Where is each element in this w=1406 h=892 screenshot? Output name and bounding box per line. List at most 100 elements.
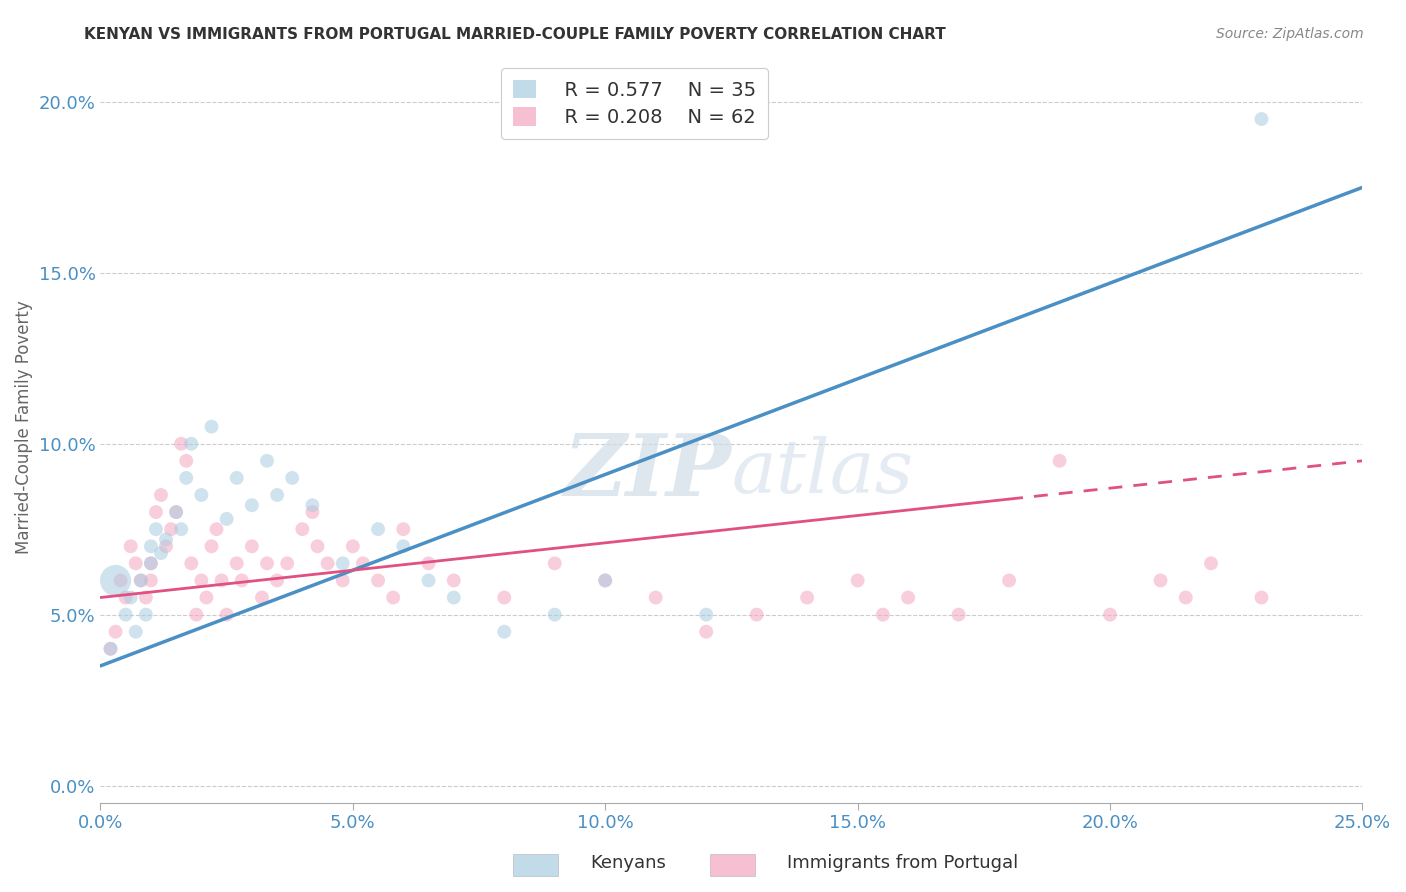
Point	[494, 624, 516, 639]
Text: KENYAN VS IMMIGRANTS FROM PORTUGAL MARRIED-COUPLE FAMILY POVERTY CORRELATION CHA: KENYAN VS IMMIGRANTS FROM PORTUGAL MARRI…	[84, 27, 946, 42]
Point	[1149, 574, 1171, 588]
Point	[392, 522, 415, 536]
Point	[897, 591, 920, 605]
Legend:   R = 0.577    N = 35,   R = 0.208    N = 62: R = 0.577 N = 35, R = 0.208 N = 62	[502, 68, 768, 139]
Point	[195, 591, 218, 605]
Point	[100, 641, 122, 656]
Point	[544, 607, 567, 622]
Point	[342, 539, 364, 553]
Point	[114, 591, 136, 605]
Point	[100, 641, 122, 656]
Point	[205, 522, 228, 536]
Point	[174, 471, 197, 485]
Point	[211, 574, 233, 588]
Point	[256, 454, 278, 468]
Point	[120, 591, 142, 605]
Point	[301, 498, 323, 512]
Point	[544, 557, 567, 571]
Point	[307, 539, 329, 553]
Point	[150, 488, 173, 502]
Point	[256, 557, 278, 571]
Point	[1250, 112, 1272, 126]
Point	[150, 546, 173, 560]
Point	[110, 574, 132, 588]
Text: ZIP: ZIP	[564, 430, 731, 514]
Point	[170, 436, 193, 450]
Point	[114, 607, 136, 622]
Point	[129, 574, 152, 588]
Point	[190, 574, 212, 588]
Point	[240, 539, 263, 553]
Point	[352, 557, 374, 571]
Point	[281, 471, 304, 485]
Point	[139, 557, 162, 571]
Point	[494, 591, 516, 605]
Point	[231, 574, 253, 588]
Point	[139, 557, 162, 571]
Point	[332, 574, 354, 588]
Point	[155, 533, 177, 547]
Point	[332, 557, 354, 571]
Point	[998, 574, 1021, 588]
Text: Source: ZipAtlas.com: Source: ZipAtlas.com	[1216, 27, 1364, 41]
Point	[155, 539, 177, 553]
Point	[139, 574, 162, 588]
Point	[1199, 557, 1222, 571]
Point	[418, 557, 440, 571]
Point	[593, 574, 616, 588]
Point	[200, 539, 222, 553]
Point	[301, 505, 323, 519]
Point	[1098, 607, 1121, 622]
Point	[1174, 591, 1197, 605]
Point	[443, 574, 465, 588]
Point	[190, 488, 212, 502]
Point	[695, 607, 717, 622]
Point	[125, 624, 148, 639]
Point	[104, 574, 127, 588]
Point	[129, 574, 152, 588]
Point	[165, 505, 187, 519]
Point	[291, 522, 314, 536]
Point	[266, 488, 288, 502]
Point	[745, 607, 768, 622]
Point	[200, 419, 222, 434]
Point	[139, 539, 162, 553]
Text: atlas: atlas	[731, 435, 914, 508]
Point	[215, 512, 238, 526]
Point	[120, 539, 142, 553]
Point	[250, 591, 273, 605]
Point	[125, 557, 148, 571]
Point	[796, 591, 818, 605]
Point	[392, 539, 415, 553]
Point	[644, 591, 666, 605]
Point	[180, 557, 202, 571]
Point	[418, 574, 440, 588]
Point	[225, 557, 247, 571]
Y-axis label: Married-Couple Family Poverty: Married-Couple Family Poverty	[15, 300, 32, 554]
Point	[165, 505, 187, 519]
Point	[135, 607, 157, 622]
Point	[948, 607, 970, 622]
Point	[145, 505, 167, 519]
Point	[240, 498, 263, 512]
Point	[104, 624, 127, 639]
Point	[276, 557, 298, 571]
Point	[174, 454, 197, 468]
Point	[1049, 454, 1071, 468]
Point	[695, 624, 717, 639]
Text: Kenyans: Kenyans	[591, 855, 666, 872]
Point	[145, 522, 167, 536]
Point	[266, 574, 288, 588]
Point	[135, 591, 157, 605]
Point	[367, 522, 389, 536]
Point	[443, 591, 465, 605]
Point	[872, 607, 894, 622]
Text: Immigrants from Portugal: Immigrants from Portugal	[787, 855, 1018, 872]
Point	[215, 607, 238, 622]
Point	[367, 574, 389, 588]
Point	[225, 471, 247, 485]
Point	[170, 522, 193, 536]
Point	[186, 607, 208, 622]
Point	[160, 522, 183, 536]
Point	[382, 591, 405, 605]
